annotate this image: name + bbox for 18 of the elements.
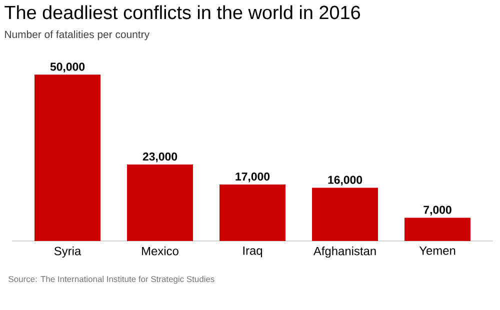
bar (220, 184, 286, 241)
x-tick-label: Afghanistan (313, 246, 376, 258)
data-label: 23,000 (142, 152, 178, 162)
bar (127, 164, 194, 241)
x-tick-label: Syria (54, 246, 82, 258)
bar (312, 188, 378, 241)
chart-title: The deadliest conflicts in the world in 2016 (4, 5, 360, 20)
x-tick-label: Iraq (243, 246, 262, 258)
x-tick-label: Mexico (142, 246, 178, 256)
data-label: 16,000 (328, 176, 362, 186)
bar (34, 74, 101, 241)
chart-subtitle: Number of fatalities per country (5, 30, 150, 40)
x-tick-label: Yemen (419, 246, 456, 255)
data-label: 7,000 (424, 206, 452, 216)
source-note: Source: The International Institute for Strategic Studies (8, 276, 214, 284)
bar (404, 218, 471, 241)
data-label: 50,000 (50, 62, 85, 72)
data-label: 17,000 (236, 172, 270, 182)
